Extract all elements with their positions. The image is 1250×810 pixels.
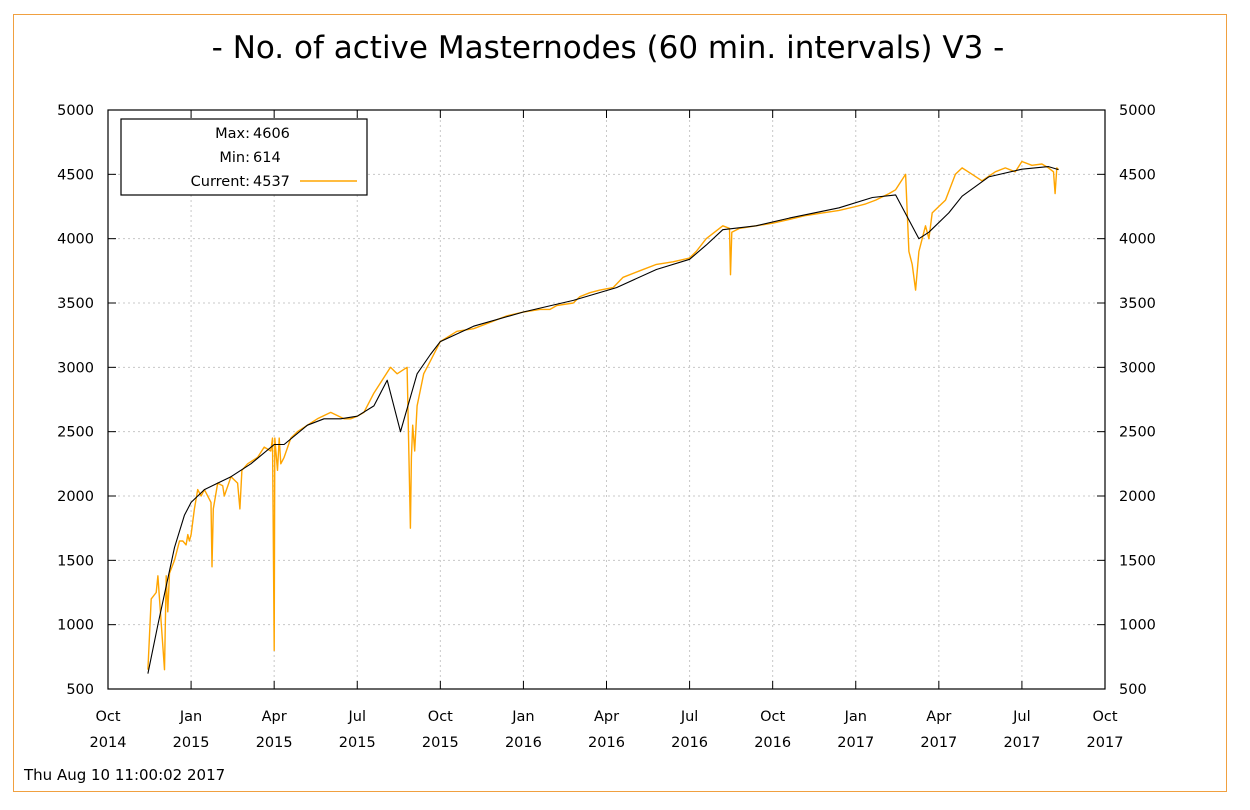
x-tick-label-year: 2015	[422, 735, 459, 751]
legend-min-value: 614	[253, 150, 281, 166]
legend-min-label: Min:	[219, 150, 250, 166]
footer-timestamp: Thu Aug 10 11:00:02 2017	[24, 766, 226, 784]
y-tick-label-left: 3000	[57, 360, 94, 376]
y-tick-label-left: 4500	[57, 167, 94, 183]
series-line-masternodes	[147, 160, 1059, 671]
legend-current-label: Current:	[191, 174, 250, 190]
x-tick-label-month: Jul	[348, 709, 367, 725]
x-tick-label-year: 2016	[505, 735, 542, 751]
x-tick-label-month: Apr	[594, 709, 619, 725]
y-tick-label-left: 1500	[57, 553, 94, 569]
y-tick-label-right: 1500	[1119, 553, 1156, 569]
y-tick-label-right: 500	[1119, 682, 1147, 698]
x-tick-label-year: 2017	[837, 735, 874, 751]
x-tick-label-month: Jul	[1012, 709, 1031, 725]
y-tick-label-left: 2000	[57, 489, 94, 505]
x-tick-label-month: Jan	[511, 709, 534, 725]
x-tick-label-month: Jul	[680, 709, 699, 725]
chart-title: - No. of active Masternodes (60 min. int…	[212, 30, 1005, 66]
legend-current-value: 4537	[253, 174, 290, 190]
plot-border	[107, 109, 1106, 690]
y-tick-label-right: 2500	[1119, 425, 1156, 441]
x-tick-label-month: Jan	[179, 709, 202, 725]
y-tick-label-right: 3500	[1119, 296, 1156, 312]
x-tick-label-month: Jan	[844, 709, 867, 725]
x-tick-label-year: 2014	[90, 735, 127, 751]
y-tick-label-left: 2500	[57, 425, 94, 441]
x-tick-label-month: Oct	[760, 709, 785, 725]
series-line-trend	[147, 166, 1059, 674]
y-tick-label-left: 1000	[57, 618, 94, 634]
chart-frame	[13, 14, 1227, 792]
series	[147, 160, 1059, 674]
x-tick-label-month: Oct	[1092, 709, 1117, 725]
x-tick-label-year: 2015	[256, 735, 293, 751]
y-tick-label-right: 4000	[1119, 232, 1156, 248]
x-tick-label-year: 2015	[173, 735, 210, 751]
x-tick-label-month: Apr	[262, 709, 287, 725]
y-tick-label-left: 3500	[57, 296, 94, 312]
axes: 500 500 1000 1000 1500 1500 2000 2000 2500 2500 30…	[57, 103, 1156, 751]
x-tick-label-year: 2017	[1003, 735, 1040, 751]
legend-max-label: Max:	[215, 126, 250, 142]
y-tick-label-right: 3000	[1119, 360, 1156, 376]
legend-box	[120, 118, 368, 196]
x-tick-label-year: 2016	[588, 735, 625, 751]
x-tick-label-year: 2016	[754, 735, 791, 751]
x-tick-label-month: Apr	[926, 709, 951, 725]
y-tick-label-right: 4500	[1119, 167, 1156, 183]
x-tick-label-month: Oct	[428, 709, 453, 725]
y-tick-label-left: 500	[66, 682, 94, 698]
x-tick-label-year: 2016	[671, 735, 708, 751]
x-tick-label-year: 2017	[920, 735, 957, 751]
y-tick-label-left: 5000	[57, 103, 94, 119]
y-tick-label-left: 4000	[57, 232, 94, 248]
y-tick-label-right: 5000	[1119, 103, 1156, 119]
x-tick-label-year: 2017	[1087, 735, 1124, 751]
legend-max-value: 4606	[253, 126, 290, 142]
x-tick-label-month: Oct	[95, 709, 120, 725]
y-tick-label-right: 1000	[1119, 618, 1156, 634]
y-tick-label-right: 2000	[1119, 489, 1156, 505]
x-tick-label-year: 2015	[339, 735, 376, 751]
grid	[108, 110, 1105, 689]
legend: Max: 4606 Min: 614 Current: 4537	[120, 118, 368, 196]
